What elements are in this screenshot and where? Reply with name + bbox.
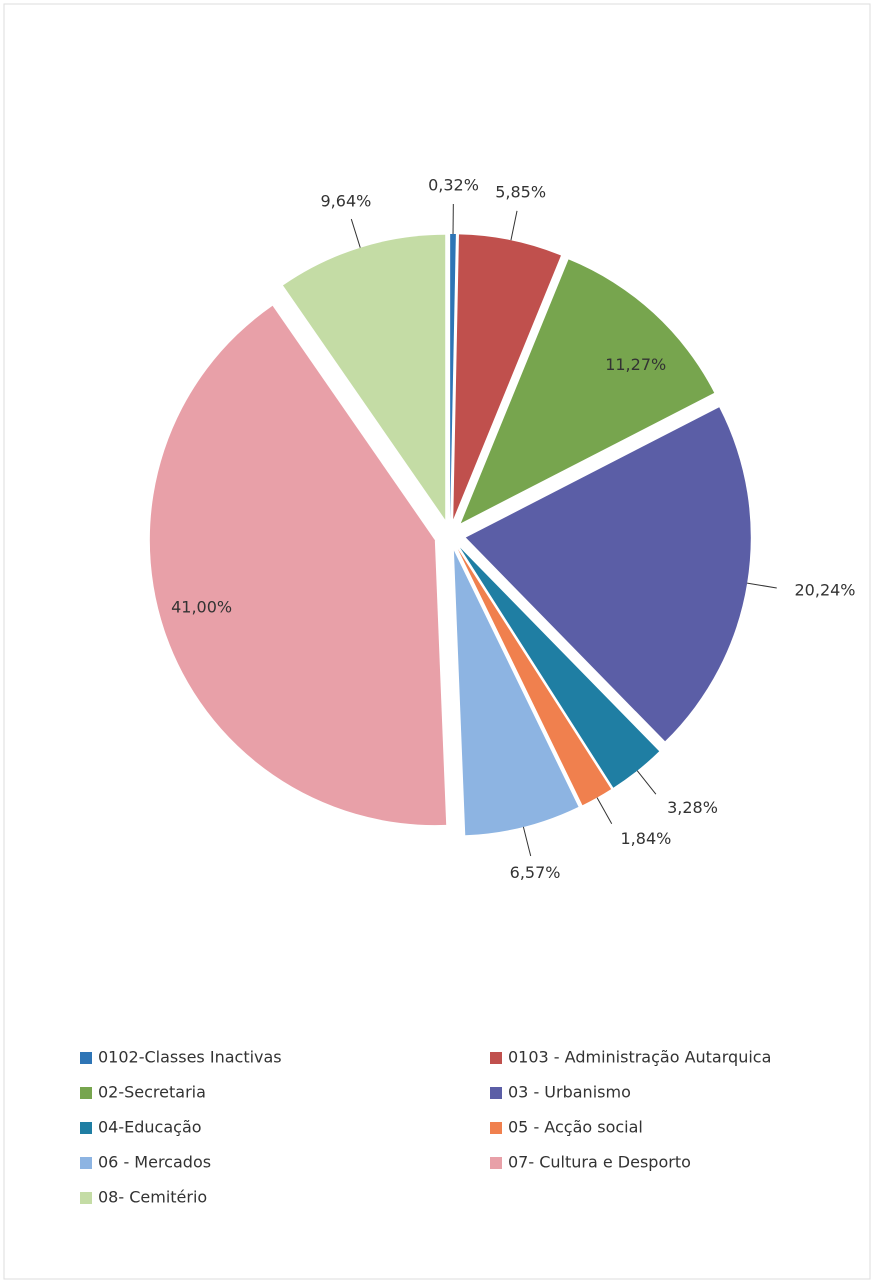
leader-line bbox=[350, 218, 361, 248]
legend-swatch bbox=[80, 1157, 92, 1169]
legend-label: 02-Secretaria bbox=[98, 1083, 206, 1102]
legend-swatch bbox=[490, 1052, 502, 1064]
data-label: 0,32% bbox=[428, 176, 479, 195]
data-label: 41,00% bbox=[171, 597, 232, 616]
legend-label: 0102-Classes Inactivas bbox=[98, 1048, 282, 1067]
data-label: 20,24% bbox=[795, 580, 856, 599]
leader-line bbox=[522, 826, 532, 857]
pie-slice bbox=[465, 407, 751, 742]
data-label: 1,84% bbox=[621, 829, 672, 848]
pie-slice bbox=[282, 234, 446, 520]
legend-swatch bbox=[80, 1122, 92, 1134]
legend-label: 06 - Mercados bbox=[98, 1153, 211, 1172]
leader-line bbox=[510, 210, 518, 241]
legend-label: 04-Educação bbox=[98, 1118, 202, 1137]
leader-line bbox=[747, 582, 777, 589]
legend-label: 07- Cultura e Desporto bbox=[508, 1153, 691, 1172]
pie-slice bbox=[460, 259, 715, 524]
pie-slice bbox=[453, 550, 579, 836]
legend-label: 0103 - Administração Autarquica bbox=[508, 1048, 771, 1067]
pie-slice bbox=[459, 547, 660, 788]
data-label: 5,85% bbox=[495, 183, 546, 202]
pie-slice bbox=[453, 234, 561, 520]
legend-swatch bbox=[80, 1192, 92, 1204]
legend-label: 05 - Acção social bbox=[508, 1118, 643, 1137]
data-label: 9,64% bbox=[321, 191, 372, 210]
legend-swatch bbox=[490, 1087, 502, 1099]
leader-line bbox=[636, 770, 657, 795]
legend-swatch bbox=[490, 1122, 502, 1134]
pie-slice bbox=[149, 305, 447, 826]
data-label: 3,28% bbox=[667, 798, 718, 817]
pie-slice bbox=[450, 234, 456, 520]
leader-line bbox=[596, 797, 613, 825]
data-label: 11,27% bbox=[605, 355, 666, 374]
data-label: 6,57% bbox=[510, 863, 561, 882]
legend-swatch bbox=[80, 1052, 92, 1064]
legend-label: 08- Cemitério bbox=[98, 1188, 207, 1207]
legend-label: 03 - Urbanismo bbox=[508, 1083, 631, 1102]
legend-swatch bbox=[80, 1087, 92, 1099]
legend-swatch bbox=[490, 1157, 502, 1169]
pie-slice bbox=[457, 548, 612, 806]
